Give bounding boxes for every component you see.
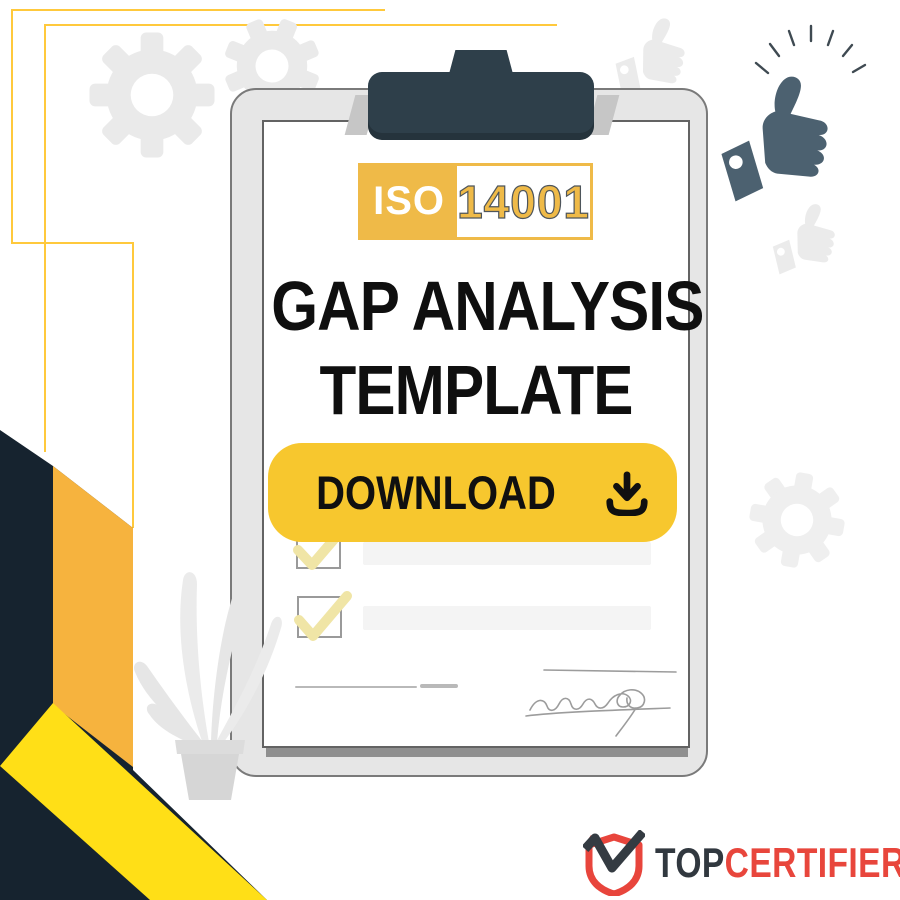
brand-name-certifier: CERTIFIER [724,839,900,886]
signature [525,669,677,737]
brand-name: TOPCERTIFIER [655,839,900,887]
title-line-2: TEMPLATE [319,351,633,429]
burst-lines [754,24,867,75]
thumbs-up-dark-icon [714,67,837,215]
download-button-label: DOWNLOAD [315,466,556,519]
gear-icon [741,464,853,576]
gear-icon [89,32,215,158]
corner-shapes [0,430,267,900]
download-icon [606,470,649,516]
clipboard-clip [368,72,594,140]
plant-pot-rim [175,740,245,754]
brand-name-top: TOP [655,839,725,886]
checklist-text-bar [363,606,651,630]
standard-number: 14001 [456,166,590,237]
checklist-text-bar [363,542,651,565]
iso-label: ISO [361,166,458,237]
shield-check-icon [583,830,645,896]
download-button[interactable]: DOWNLOAD [268,443,677,542]
handwritten-line [295,686,417,688]
title-line-1: GAP ANALYSIS [271,267,704,345]
paper-stack-shadow [266,748,688,757]
handwritten-line [420,684,458,688]
yellow-frame-lines [11,9,557,528]
brand-logo: TOPCERTIFIER [583,830,900,896]
plant [134,572,282,800]
iso-badge: ISO 14001 [358,163,593,240]
page-title: GAP ANALYSIS TEMPLATE [236,264,716,432]
plant-pot [181,754,239,800]
check-icon [294,591,352,641]
thumbs-up-icon [767,197,842,285]
clipboard-clip-knob [449,50,513,74]
